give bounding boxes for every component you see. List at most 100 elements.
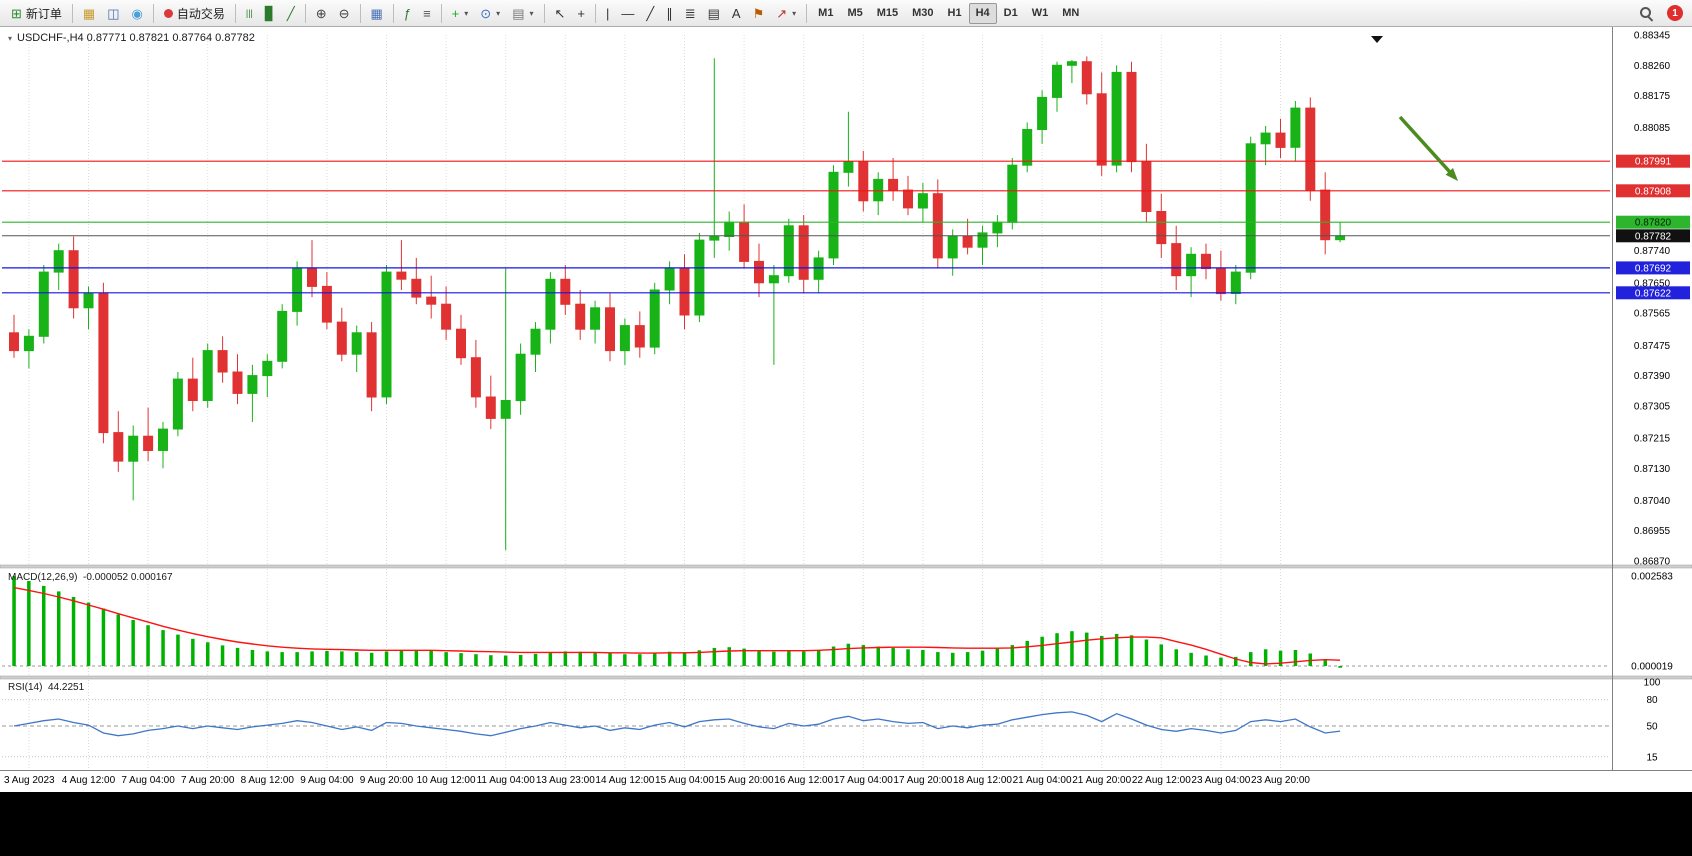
svg-text:0.87740: 0.87740 — [1634, 246, 1671, 257]
toolbar-separator — [543, 3, 545, 23]
svg-text:7 Aug 20:00: 7 Aug 20:00 — [181, 775, 235, 786]
new-chart-button[interactable]: ▦ — [77, 3, 101, 24]
macd-values: -0.000052 0.000167 — [83, 572, 173, 583]
svg-text:13 Aug 23:00: 13 Aug 23:00 — [536, 775, 595, 786]
new-order-label: 新订单 — [25, 6, 62, 21]
svg-text:9 Aug 20:00: 9 Aug 20:00 — [360, 775, 414, 786]
crosshair-button[interactable]: + — [571, 3, 591, 24]
svg-text:11 Aug 04:00: 11 Aug 04:00 — [477, 775, 536, 786]
svg-text:21 Aug 20:00: 21 Aug 20:00 — [1072, 775, 1131, 786]
objects-list-button[interactable]: ≡ — [417, 3, 437, 24]
bar-chart-button[interactable]: ||| — [240, 3, 259, 24]
vertical-line-button[interactable]: | — [600, 3, 615, 24]
toolbar-group-indicator-tools: ƒ ≡ — [398, 0, 437, 26]
toolbar-separator — [152, 3, 154, 23]
macd-label: MACD(12,26,9) -0.000052 0.000167 — [8, 572, 173, 583]
svg-text:15 Aug 20:00: 15 Aug 20:00 — [715, 775, 774, 786]
timeframe-m1-button[interactable]: M1 — [818, 7, 834, 19]
periods-dropdown-caret[interactable]: ▾ — [496, 8, 501, 18]
periods-icon: ⊙ — [480, 5, 492, 21]
templates-button[interactable]: ▤ ▾ — [506, 3, 539, 24]
toolbar-buttons: ⊞ 新订单 ▦ ◫ ◉ 自动交易 ||| ▊ ╱ ⊕ ⊖ ▦ ƒ ≡ + ▾ ⊙ ▾ ▤ ▾ ↖ + | — ╱ ∥ ≣ ▤ A ⚑ ↗ ▾ M… — [5, 0, 1086, 26]
toolbar-separator — [359, 3, 361, 23]
svg-text:0.87040: 0.87040 — [1634, 496, 1671, 507]
svg-text:0.87692: 0.87692 — [1635, 263, 1672, 274]
horizontal-line-button[interactable]: — — [615, 3, 640, 24]
trendline-button[interactable]: ╱ — [640, 3, 660, 24]
svg-text:0.87908: 0.87908 — [1635, 186, 1672, 197]
screen-bottom-black-area — [0, 792, 1692, 856]
zoom-out-icon: ⊖ — [338, 5, 350, 21]
timeframe-m5-button[interactable]: M5 — [847, 7, 863, 19]
line-chart-button[interactable]: ╱ — [281, 3, 301, 24]
toolbar-group-autotrade: 自动交易 — [158, 0, 231, 26]
arrows-button[interactable]: ↗ ▾ — [770, 3, 802, 24]
toolbar-group-arrange: ▦ — [365, 0, 389, 26]
svg-text:50: 50 — [1646, 722, 1658, 733]
arrows-dropdown-caret[interactable]: ▾ — [792, 8, 797, 18]
fibonacci-icon: ≣ — [684, 5, 696, 21]
chart-workspace: 0.88345 0.88260 0.88175 0.88085 0.87740 0.876… — [0, 27, 1692, 792]
chart-menu-icon[interactable]: ▾ — [8, 33, 13, 43]
text-label-icon: ⚑ — [752, 5, 765, 21]
toolbar-group-windows: ▦ ◫ ◉ — [77, 0, 149, 26]
timeframe-h1-button[interactable]: H1 — [947, 7, 962, 19]
bar-chart-icon: ||| — [245, 7, 253, 18]
svg-text:0.87215: 0.87215 — [1634, 434, 1671, 445]
timeframe-mn-button[interactable]: MN — [1062, 7, 1080, 19]
vertical-line-icon: | — [606, 5, 610, 21]
toolbar-separator — [806, 3, 808, 23]
search-button[interactable] — [1634, 3, 1659, 24]
indicators-button[interactable]: ƒ — [398, 3, 417, 24]
profiles-button[interactable]: ◫ — [101, 3, 125, 24]
add-indicator-button[interactable]: + ▾ — [446, 3, 475, 24]
notification-badge[interactable]: 1 — [1667, 5, 1683, 21]
text-label-button[interactable]: ⚑ — [747, 3, 771, 24]
svg-text:8 Aug 12:00: 8 Aug 12:00 — [241, 775, 295, 786]
timeframe-d1-button[interactable]: D1 — [1003, 7, 1018, 19]
add-indicator-dropdown-caret[interactable]: ▾ — [464, 8, 469, 18]
horizontal-line-icon: — — [621, 5, 635, 21]
svg-text:0.87782: 0.87782 — [1635, 231, 1672, 242]
svg-text:23 Aug 20:00: 23 Aug 20:00 — [1251, 775, 1310, 786]
templates-dropdown-caret[interactable]: ▾ — [529, 8, 534, 18]
toolbar-group-zoom: ⊕ ⊖ — [310, 0, 356, 26]
svg-text:10 Aug 12:00: 10 Aug 12:00 — [417, 775, 476, 786]
svg-text:0.87622: 0.87622 — [1635, 288, 1672, 299]
toolbar-group-chart-types: ||| ▊ ╱ — [240, 0, 301, 26]
candlestick-chart-button[interactable]: ▊ — [259, 3, 281, 24]
templates-icon: ▤ — [512, 5, 525, 21]
zoom-in-button[interactable]: ⊕ — [310, 3, 333, 24]
fibonacci-button[interactable]: ≣ — [679, 3, 702, 24]
toolbar-group-trade: ⊞ 新订单 — [5, 0, 68, 26]
zoom-out-button[interactable]: ⊖ — [333, 3, 356, 24]
toolbar-separator — [392, 3, 394, 23]
timeframe-m15-button[interactable]: M15 — [876, 7, 899, 19]
data-window-button[interactable]: ◉ — [126, 3, 149, 24]
new-order-button[interactable]: ⊞ 新订单 — [5, 3, 68, 24]
equidistant-channel-icon: ∥ — [666, 5, 673, 21]
periods-button[interactable]: ⊙ ▾ — [474, 3, 506, 24]
crosshair-icon: + — [577, 5, 585, 21]
svg-text:0.87991: 0.87991 — [1635, 157, 1672, 168]
toolbar-group-pointer: ↖ + — [549, 0, 592, 26]
zoom-in-icon: ⊕ — [315, 5, 327, 21]
svg-text:0.002583: 0.002583 — [1631, 572, 1673, 583]
timeframe-w1-button[interactable]: W1 — [1031, 7, 1049, 19]
cursor-button[interactable]: ↖ — [549, 3, 572, 24]
timeframe-h4-button[interactable]: H4 — [968, 2, 997, 24]
svg-text:16 Aug 12:00: 16 Aug 12:00 — [774, 775, 833, 786]
auto-trading-button[interactable]: 自动交易 — [158, 3, 231, 24]
equidistant-channel-button[interactable]: ∥ — [660, 3, 679, 24]
svg-text:3 Aug 2023: 3 Aug 2023 — [4, 775, 55, 786]
svg-text:0.87390: 0.87390 — [1634, 371, 1671, 382]
tile-windows-button[interactable]: ▦ — [365, 3, 389, 24]
text-button[interactable]: A — [726, 3, 747, 24]
auto-trading-label: 自动交易 — [176, 6, 225, 21]
timeframe-m30-button[interactable]: M30 — [912, 7, 934, 19]
shapes-button[interactable]: ▤ — [702, 3, 726, 24]
auto-trading-icon — [163, 8, 173, 18]
line-chart-icon: ╱ — [286, 5, 295, 21]
chart-canvas[interactable]: 0.88345 0.88260 0.88175 0.88085 0.87740 0.876… — [0, 27, 1692, 792]
